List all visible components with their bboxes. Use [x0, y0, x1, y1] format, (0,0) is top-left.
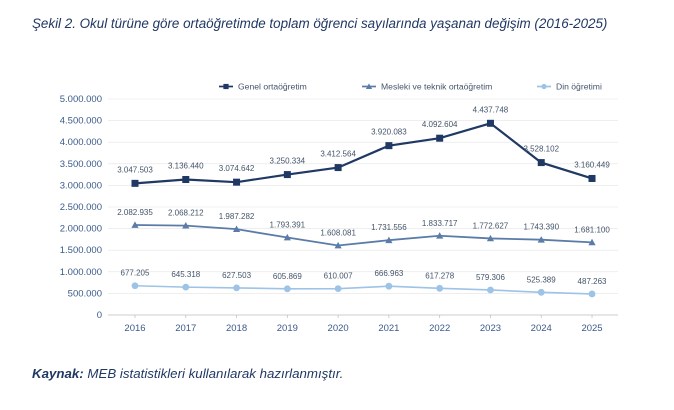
svg-text:2022: 2022	[429, 323, 450, 334]
svg-text:4.500.000: 4.500.000	[60, 116, 102, 127]
svg-text:Genel ortaöğretim: Genel ortaöğretim	[238, 82, 307, 92]
svg-text:605.869: 605.869	[273, 272, 302, 281]
svg-text:2019: 2019	[277, 323, 298, 334]
svg-text:1.608.081: 1.608.081	[320, 229, 356, 238]
svg-text:487.263: 487.263	[578, 277, 607, 286]
svg-text:3.250.334: 3.250.334	[270, 157, 306, 166]
svg-text:3.047.503: 3.047.503	[117, 165, 153, 174]
svg-text:2016: 2016	[124, 323, 145, 334]
svg-text:3.160.449: 3.160.449	[574, 160, 610, 169]
svg-text:4.092.604: 4.092.604	[422, 120, 458, 129]
svg-text:1.987.282: 1.987.282	[219, 212, 255, 221]
svg-text:2023: 2023	[480, 323, 501, 334]
svg-text:3.000.000: 3.000.000	[60, 180, 102, 191]
svg-text:2021: 2021	[378, 323, 399, 334]
svg-text:1.000.000: 1.000.000	[60, 267, 102, 278]
svg-text:3.074.642: 3.074.642	[219, 164, 255, 173]
svg-text:666.963: 666.963	[374, 269, 403, 278]
svg-text:3.528.102: 3.528.102	[523, 145, 559, 154]
svg-text:4.437.748: 4.437.748	[473, 105, 509, 114]
svg-text:2018: 2018	[226, 323, 247, 334]
svg-text:2.500.000: 2.500.000	[60, 202, 102, 213]
svg-text:579.306: 579.306	[476, 273, 505, 282]
svg-text:1.772.627: 1.772.627	[473, 221, 509, 230]
svg-text:2020: 2020	[328, 323, 349, 334]
svg-text:3.136.440: 3.136.440	[168, 162, 204, 171]
svg-text:Mesleki ve teknik ortaöğretim: Mesleki ve teknik ortaöğretim	[381, 82, 492, 92]
svg-text:2025: 2025	[581, 323, 602, 334]
svg-text:Din öğretimi: Din öğretimi	[556, 82, 602, 92]
svg-text:2.000.000: 2.000.000	[60, 224, 102, 235]
svg-text:617.278: 617.278	[425, 271, 454, 280]
svg-text:500.000: 500.000	[68, 288, 102, 299]
svg-text:2.082.935: 2.082.935	[117, 208, 153, 217]
svg-text:3.920.083: 3.920.083	[371, 128, 407, 137]
svg-text:4.000.000: 4.000.000	[60, 137, 102, 148]
svg-text:2.068.212: 2.068.212	[168, 209, 204, 218]
svg-text:610.007: 610.007	[324, 272, 353, 281]
svg-text:1.731.556: 1.731.556	[371, 223, 407, 232]
svg-text:677.205: 677.205	[121, 269, 150, 278]
svg-text:1.500.000: 1.500.000	[60, 245, 102, 256]
svg-text:2017: 2017	[175, 323, 196, 334]
svg-text:645.318: 645.318	[171, 270, 200, 279]
svg-text:627.503: 627.503	[222, 271, 251, 280]
svg-text:1.743.390: 1.743.390	[523, 223, 559, 232]
svg-text:1.793.391: 1.793.391	[270, 221, 306, 230]
svg-text:5.000.000: 5.000.000	[60, 94, 102, 105]
svg-text:0: 0	[97, 310, 102, 321]
svg-text:3.412.564: 3.412.564	[320, 150, 356, 159]
svg-text:1.833.717: 1.833.717	[422, 219, 458, 228]
svg-text:3.500.000: 3.500.000	[60, 159, 102, 170]
svg-text:525.389: 525.389	[527, 275, 556, 284]
svg-text:1.681.100: 1.681.100	[574, 225, 610, 234]
svg-text:2024: 2024	[531, 323, 552, 334]
